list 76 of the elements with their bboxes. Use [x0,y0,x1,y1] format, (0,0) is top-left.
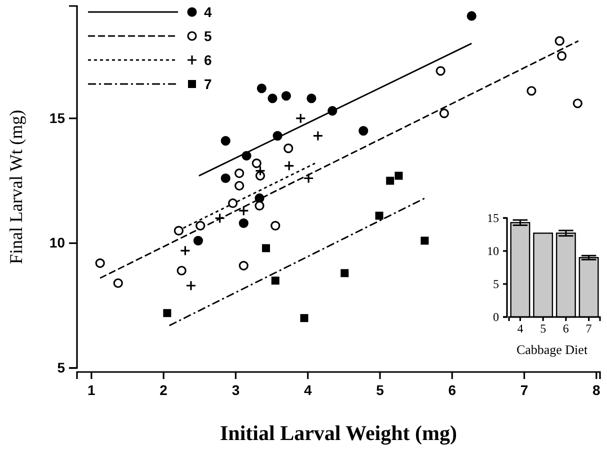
x-tick-label: 2 [160,382,168,398]
x-tick-label: 6 [448,382,456,398]
point [420,236,429,245]
point [439,108,449,118]
x-tick-label: 4 [304,382,312,398]
point [466,11,476,21]
point [174,226,184,236]
point [196,220,206,230]
x-tick-label: 8 [592,382,600,398]
x-tick-label: 5 [376,382,384,398]
point [306,94,316,104]
point [238,218,248,228]
point [186,280,196,291]
point [375,212,384,220]
point [262,244,270,252]
point [254,165,266,176]
point [176,266,186,276]
point [270,220,280,230]
y-axis-title: Final Larval Wt (mg) [6,110,26,264]
x-tick-label: 3 [232,382,240,398]
point [554,36,564,46]
point [272,131,282,141]
point [436,66,446,76]
y-tick-label: 15 [49,110,66,126]
x-tick-label: 7 [520,382,528,398]
y-tick-label: 15 [487,210,499,225]
point [358,126,368,136]
legend-label: 4 [204,4,212,20]
point [238,205,249,216]
point [340,269,349,278]
y-tick-label: 10 [487,244,499,258]
point [303,172,314,184]
y-tick-label: 5 [57,359,66,376]
point [214,212,226,224]
point [526,86,536,96]
point [295,113,306,124]
point [256,84,266,94]
point [193,236,203,246]
x-axis-title: Initial Larval Weight (mg) [220,421,458,445]
y-tick-label: 5 [493,276,499,291]
point [163,309,172,318]
point [284,160,294,172]
x-axis-title: Cabbage Diet [516,342,588,357]
point [254,200,264,211]
x-tick-label: 6 [562,322,569,336]
point [556,51,567,61]
point [180,245,191,256]
point [281,91,291,101]
x-tick-label: 4 [517,322,524,336]
point [312,130,324,142]
point [95,258,105,268]
point [228,198,238,208]
x-tick-label: 5 [540,322,546,336]
point [242,150,252,161]
x-tick-label: 7 [586,322,592,336]
y-tick-label: 0 [493,310,499,324]
legend-label: 7 [204,76,212,92]
point [238,260,248,270]
point [386,176,394,185]
point [394,172,403,180]
legend-label: 6 [204,52,212,68]
point [268,94,278,104]
point [328,106,338,116]
point [572,98,582,108]
point [252,158,262,168]
point [271,276,280,285]
point [234,168,244,178]
point [220,173,230,184]
legend-label: 5 [204,28,212,44]
point [300,314,308,322]
point [234,180,244,191]
y-tick-label: 10 [49,234,66,251]
point [113,278,123,288]
x-tick-label: 1 [88,382,96,398]
point [284,144,294,154]
point [220,136,230,146]
